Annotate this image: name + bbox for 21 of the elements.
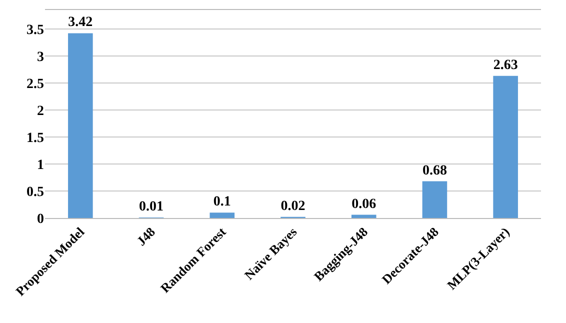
data-label: 2.63: [493, 58, 518, 73]
y-tick-label: 1.5: [26, 130, 44, 146]
data-label: 0.1: [213, 194, 231, 210]
bar: [493, 76, 518, 218]
y-tick-label: 3: [37, 50, 44, 65]
bar: [351, 214, 376, 218]
data-label: 3.42: [68, 15, 93, 30]
bar: [210, 212, 235, 218]
y-tick-label: 3.5: [26, 22, 44, 38]
y-tick-label: 1: [37, 158, 44, 173]
data-label: 0.01: [139, 199, 164, 214]
y-tick-label: 0.5: [26, 184, 44, 200]
y-tick-label: 2.5: [26, 76, 44, 92]
bar: [68, 33, 93, 218]
data-label: 0.02: [280, 198, 306, 214]
data-label: 0.06: [352, 196, 376, 212]
y-tick-label: 0: [37, 212, 44, 227]
y-tick-label: 2: [37, 104, 44, 119]
bar: [422, 181, 448, 218]
x-tick-label: J48: [134, 224, 158, 249]
data-label: 0.68: [422, 163, 447, 178]
